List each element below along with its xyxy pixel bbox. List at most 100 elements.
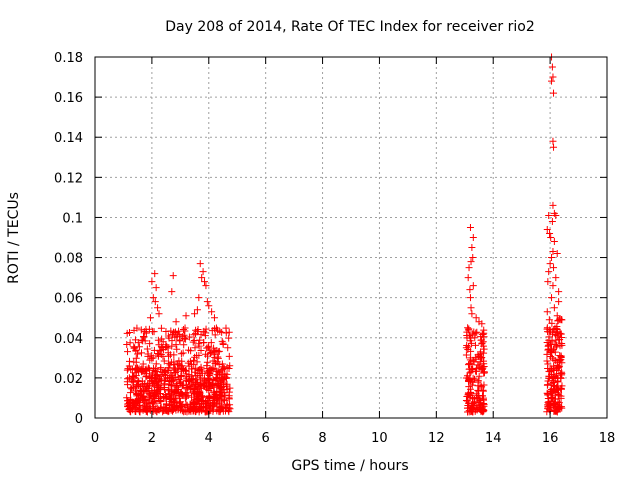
data-point [203, 358, 211, 366]
data-point [178, 364, 186, 372]
data-point [146, 356, 154, 364]
data-point [555, 288, 563, 296]
data-point [140, 328, 148, 336]
y-axis-label: ROTI / TECUs [6, 192, 22, 284]
data-point [163, 366, 171, 374]
data-point [550, 238, 558, 246]
data-point [469, 408, 477, 416]
data-point [479, 392, 487, 400]
data-point [197, 403, 205, 411]
data-point [200, 376, 208, 384]
data-point [199, 268, 207, 276]
data-point [157, 351, 165, 359]
data-point [464, 274, 472, 282]
data-point [162, 404, 170, 412]
data-point [203, 298, 211, 306]
x-tick-label: 2 [148, 431, 156, 446]
data-point [548, 345, 556, 353]
data-point [167, 398, 175, 406]
data-point [166, 401, 174, 409]
data-point [465, 325, 473, 333]
data-point [152, 388, 160, 396]
data-point [195, 340, 203, 348]
data-point [206, 350, 214, 358]
data-point [467, 304, 475, 312]
data-point [549, 248, 557, 256]
data-point [133, 324, 141, 332]
data-point [130, 372, 138, 380]
data-point [172, 341, 180, 349]
data-point [218, 337, 226, 345]
data-point [213, 388, 221, 396]
data-point [150, 346, 158, 354]
data-point [197, 331, 205, 339]
data-point [199, 377, 207, 385]
data-point [548, 217, 556, 225]
data-point [226, 384, 234, 392]
y-tick-label: 0.02 [54, 372, 83, 387]
data-point [147, 352, 155, 360]
axis-ticks [94, 56, 608, 419]
data-point [212, 324, 220, 332]
data-point [169, 377, 177, 385]
data-point [215, 347, 223, 355]
data-point [472, 314, 480, 322]
data-point [546, 260, 554, 268]
data-point [199, 393, 206, 401]
data-point [552, 357, 560, 365]
x-tick-label: 12 [428, 431, 445, 446]
data-point [186, 406, 194, 414]
data-point [544, 390, 552, 398]
data-point [187, 403, 195, 411]
data-point [214, 380, 222, 388]
data-point [556, 329, 564, 337]
data-point [554, 398, 562, 406]
data-point [477, 401, 485, 409]
data-point [200, 339, 208, 347]
data-point [141, 337, 149, 345]
data-point [135, 343, 143, 351]
data-point [168, 288, 176, 296]
data-point [179, 326, 187, 334]
data-point [162, 375, 170, 383]
data-point [126, 389, 134, 397]
data-point [177, 371, 185, 379]
data-point [543, 225, 551, 233]
data-point [466, 223, 474, 231]
data-point [552, 403, 560, 411]
data-point [467, 360, 475, 368]
data-point [175, 392, 183, 400]
data-point [545, 333, 553, 341]
x-axis-label: GPS time / hours [291, 458, 408, 474]
data-point [146, 373, 154, 381]
data-point [195, 400, 203, 408]
data-point [195, 390, 203, 398]
y-tick-label: 0.16 [54, 91, 83, 106]
data-point [154, 304, 162, 312]
data-point [182, 312, 190, 320]
data-point [167, 388, 175, 396]
data-point [182, 335, 190, 343]
data-point [172, 318, 180, 326]
data-point [129, 398, 137, 406]
data-point [152, 399, 160, 407]
x-tick-label: 0 [91, 431, 99, 446]
data-point [465, 383, 473, 391]
data-point [222, 324, 230, 332]
data-point [152, 365, 160, 373]
data-point [148, 395, 156, 403]
data-point [154, 352, 162, 360]
data-point [202, 350, 210, 358]
data-point [463, 342, 471, 350]
data-point [213, 402, 221, 410]
data-point [149, 294, 157, 302]
data-point [124, 400, 132, 408]
data-point [125, 362, 133, 370]
data-point [469, 399, 477, 407]
data-point [474, 377, 482, 385]
data-point [206, 401, 214, 409]
y-tick-label: 0.14 [54, 131, 83, 146]
data-point [182, 393, 190, 401]
data-point [145, 364, 153, 372]
gridlines [95, 57, 607, 418]
